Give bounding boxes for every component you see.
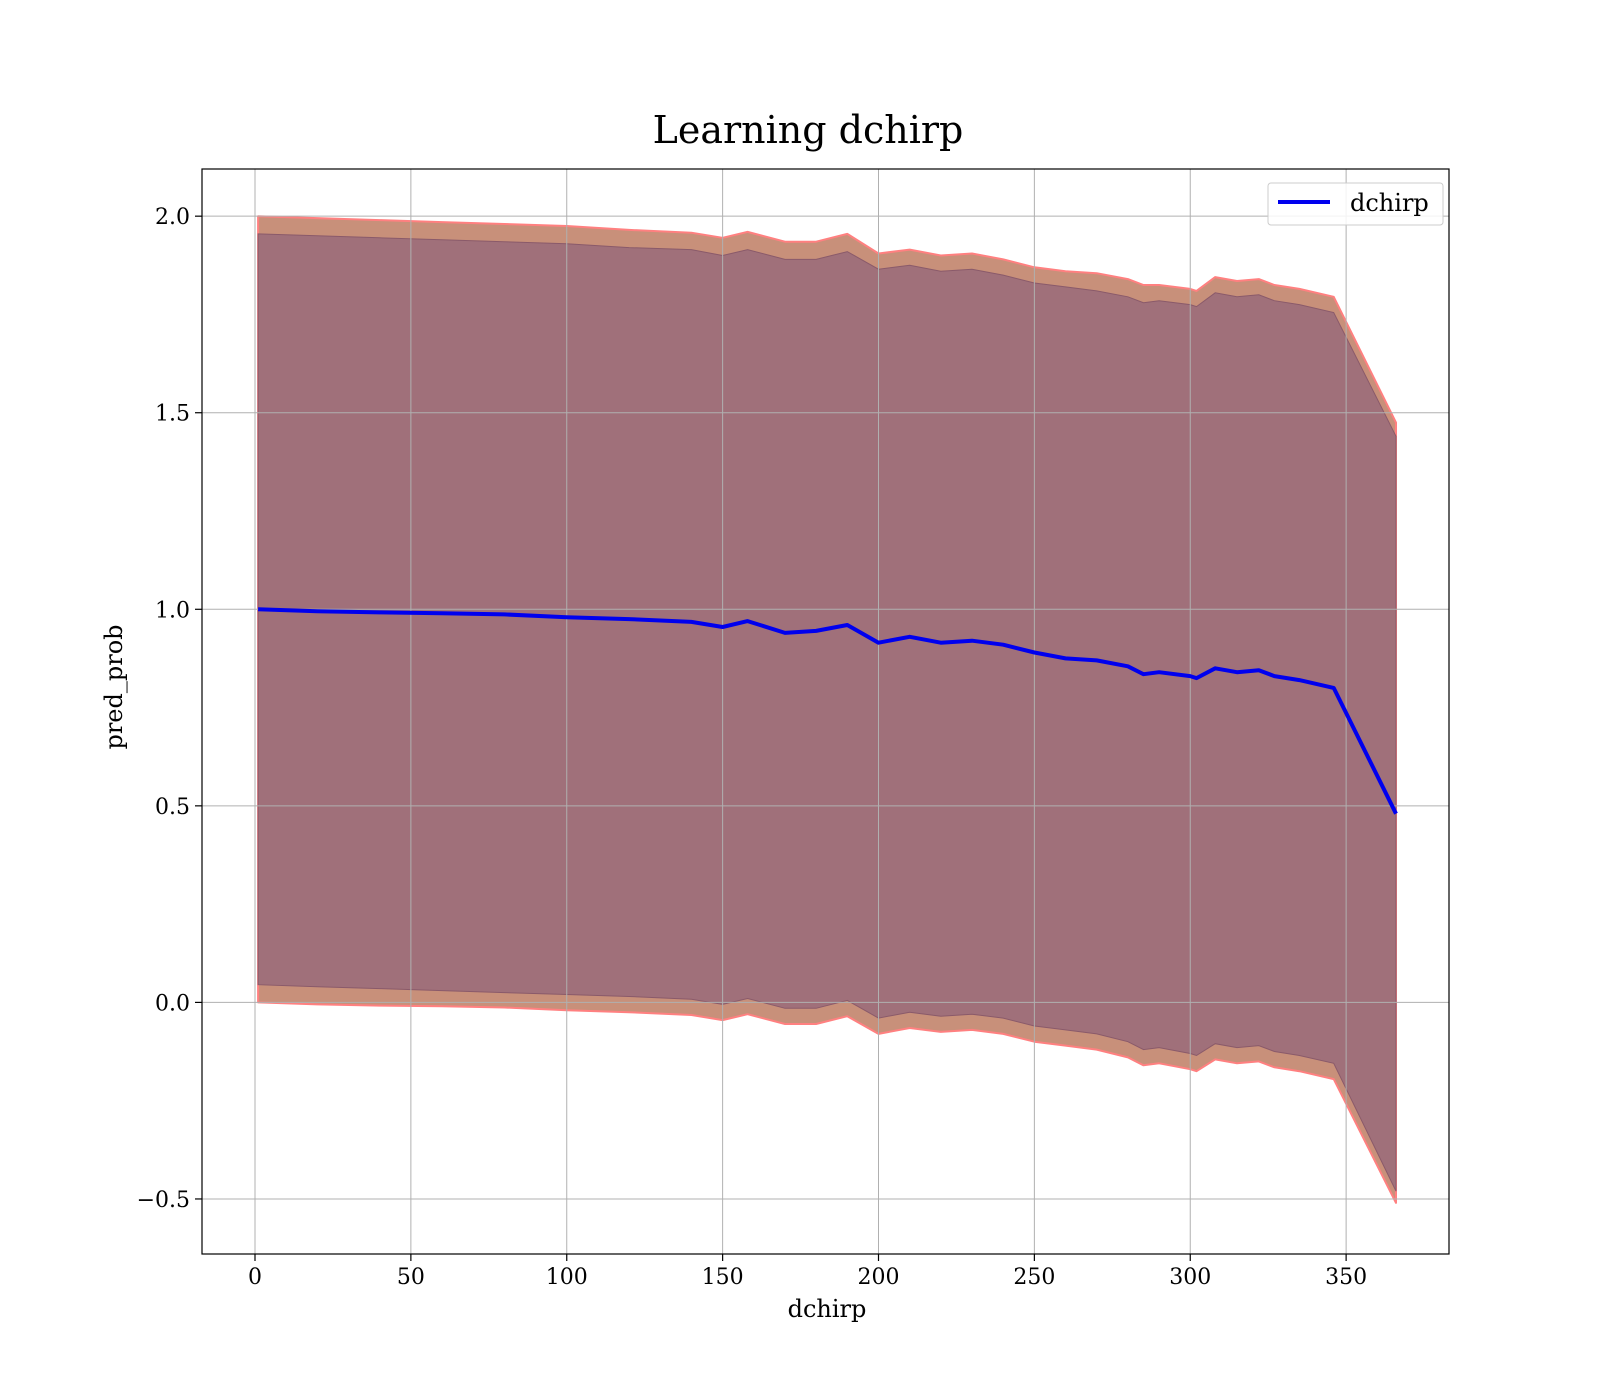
x-tick-label: 200 xyxy=(857,1265,899,1290)
x-tick-label: 50 xyxy=(397,1265,425,1290)
x-tick-label: 350 xyxy=(1325,1265,1367,1290)
x-tick-label: 0 xyxy=(248,1265,262,1290)
y-tick-label: 1.0 xyxy=(155,598,190,623)
legend-label: dchirp xyxy=(1350,189,1429,217)
legend-box xyxy=(1267,182,1444,226)
y-tick-label: 0.0 xyxy=(155,991,190,1016)
y-axis-label: pred_prob xyxy=(100,624,128,749)
axes-frame xyxy=(201,168,1450,1255)
y-tick-label: 1.5 xyxy=(155,402,190,427)
x-tick-label: 300 xyxy=(1169,1265,1211,1290)
legend: dchirp xyxy=(1267,182,1444,226)
chart-title: Learning dchirp xyxy=(653,108,964,152)
x-tick-label: 250 xyxy=(1013,1265,1055,1290)
y-tick-label: 0.5 xyxy=(155,795,190,820)
inner-confidence-band xyxy=(257,233,1397,1192)
y-tick-label: 2.0 xyxy=(155,205,190,230)
x-axis-label: dchirp xyxy=(788,1295,867,1323)
y-tick-label: −0.5 xyxy=(137,1188,190,1213)
series-line-dchirp xyxy=(258,607,1398,815)
x-tick-label: 150 xyxy=(702,1265,744,1290)
x-tick-label: 100 xyxy=(546,1265,588,1290)
plot-area: 0 50 100 150 200 250 300 350 −0.5 0.0 0.5 1.0 1.5 2.0 xyxy=(137,168,1450,1290)
